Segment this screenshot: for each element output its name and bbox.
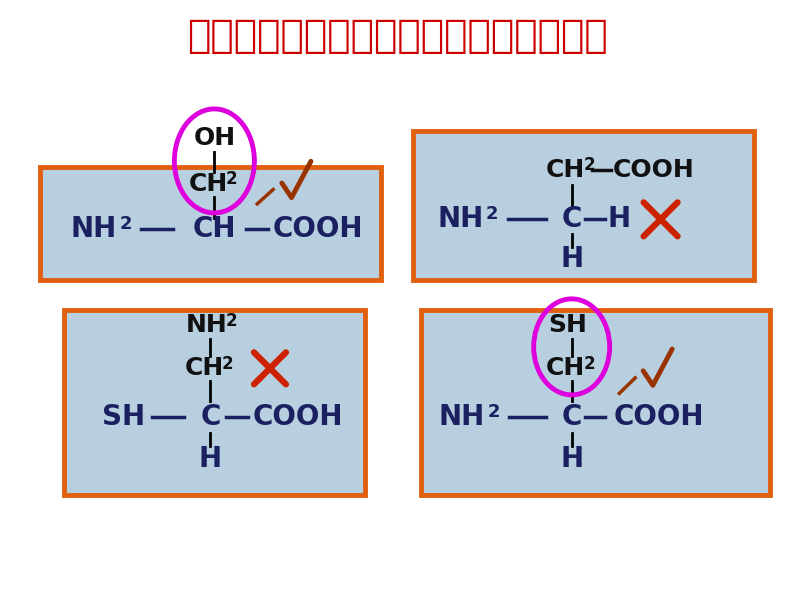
Text: COOH: COOH <box>614 403 704 431</box>
Text: H: H <box>198 445 222 473</box>
Text: CH: CH <box>184 356 224 380</box>
Text: NH: NH <box>71 216 117 243</box>
Text: 2: 2 <box>226 170 237 188</box>
Text: NH: NH <box>437 206 484 233</box>
Text: CH: CH <box>545 356 585 380</box>
Text: 练习：以下哪些是组成蛋白质的氨基酸？: 练习：以下哪些是组成蛋白质的氨基酸？ <box>187 17 607 55</box>
Text: 2: 2 <box>226 312 237 330</box>
Text: 2: 2 <box>584 156 595 174</box>
Text: 2: 2 <box>584 355 595 372</box>
Text: OH: OH <box>193 126 236 150</box>
Bar <box>413 131 754 280</box>
Text: C: C <box>561 206 582 233</box>
Text: SH: SH <box>549 313 587 337</box>
Text: C: C <box>200 403 221 431</box>
Text: C: C <box>561 403 582 431</box>
Text: COOH: COOH <box>613 158 694 182</box>
Text: COOH: COOH <box>252 403 343 431</box>
Text: 2: 2 <box>119 215 132 233</box>
Text: 2: 2 <box>486 205 499 223</box>
Bar <box>421 310 770 495</box>
Text: SH: SH <box>102 403 145 431</box>
Text: 2: 2 <box>222 355 233 372</box>
Text: 2: 2 <box>488 403 500 421</box>
Text: H: H <box>560 445 584 473</box>
Text: NH: NH <box>439 403 485 431</box>
Bar <box>64 310 365 495</box>
Text: CH: CH <box>193 216 236 243</box>
Text: H: H <box>607 206 631 233</box>
Bar <box>40 167 381 280</box>
Text: NH: NH <box>186 313 227 337</box>
Text: COOH: COOH <box>272 216 363 243</box>
Text: H: H <box>560 246 584 273</box>
Text: CH: CH <box>545 158 585 182</box>
Text: CH: CH <box>188 172 228 195</box>
